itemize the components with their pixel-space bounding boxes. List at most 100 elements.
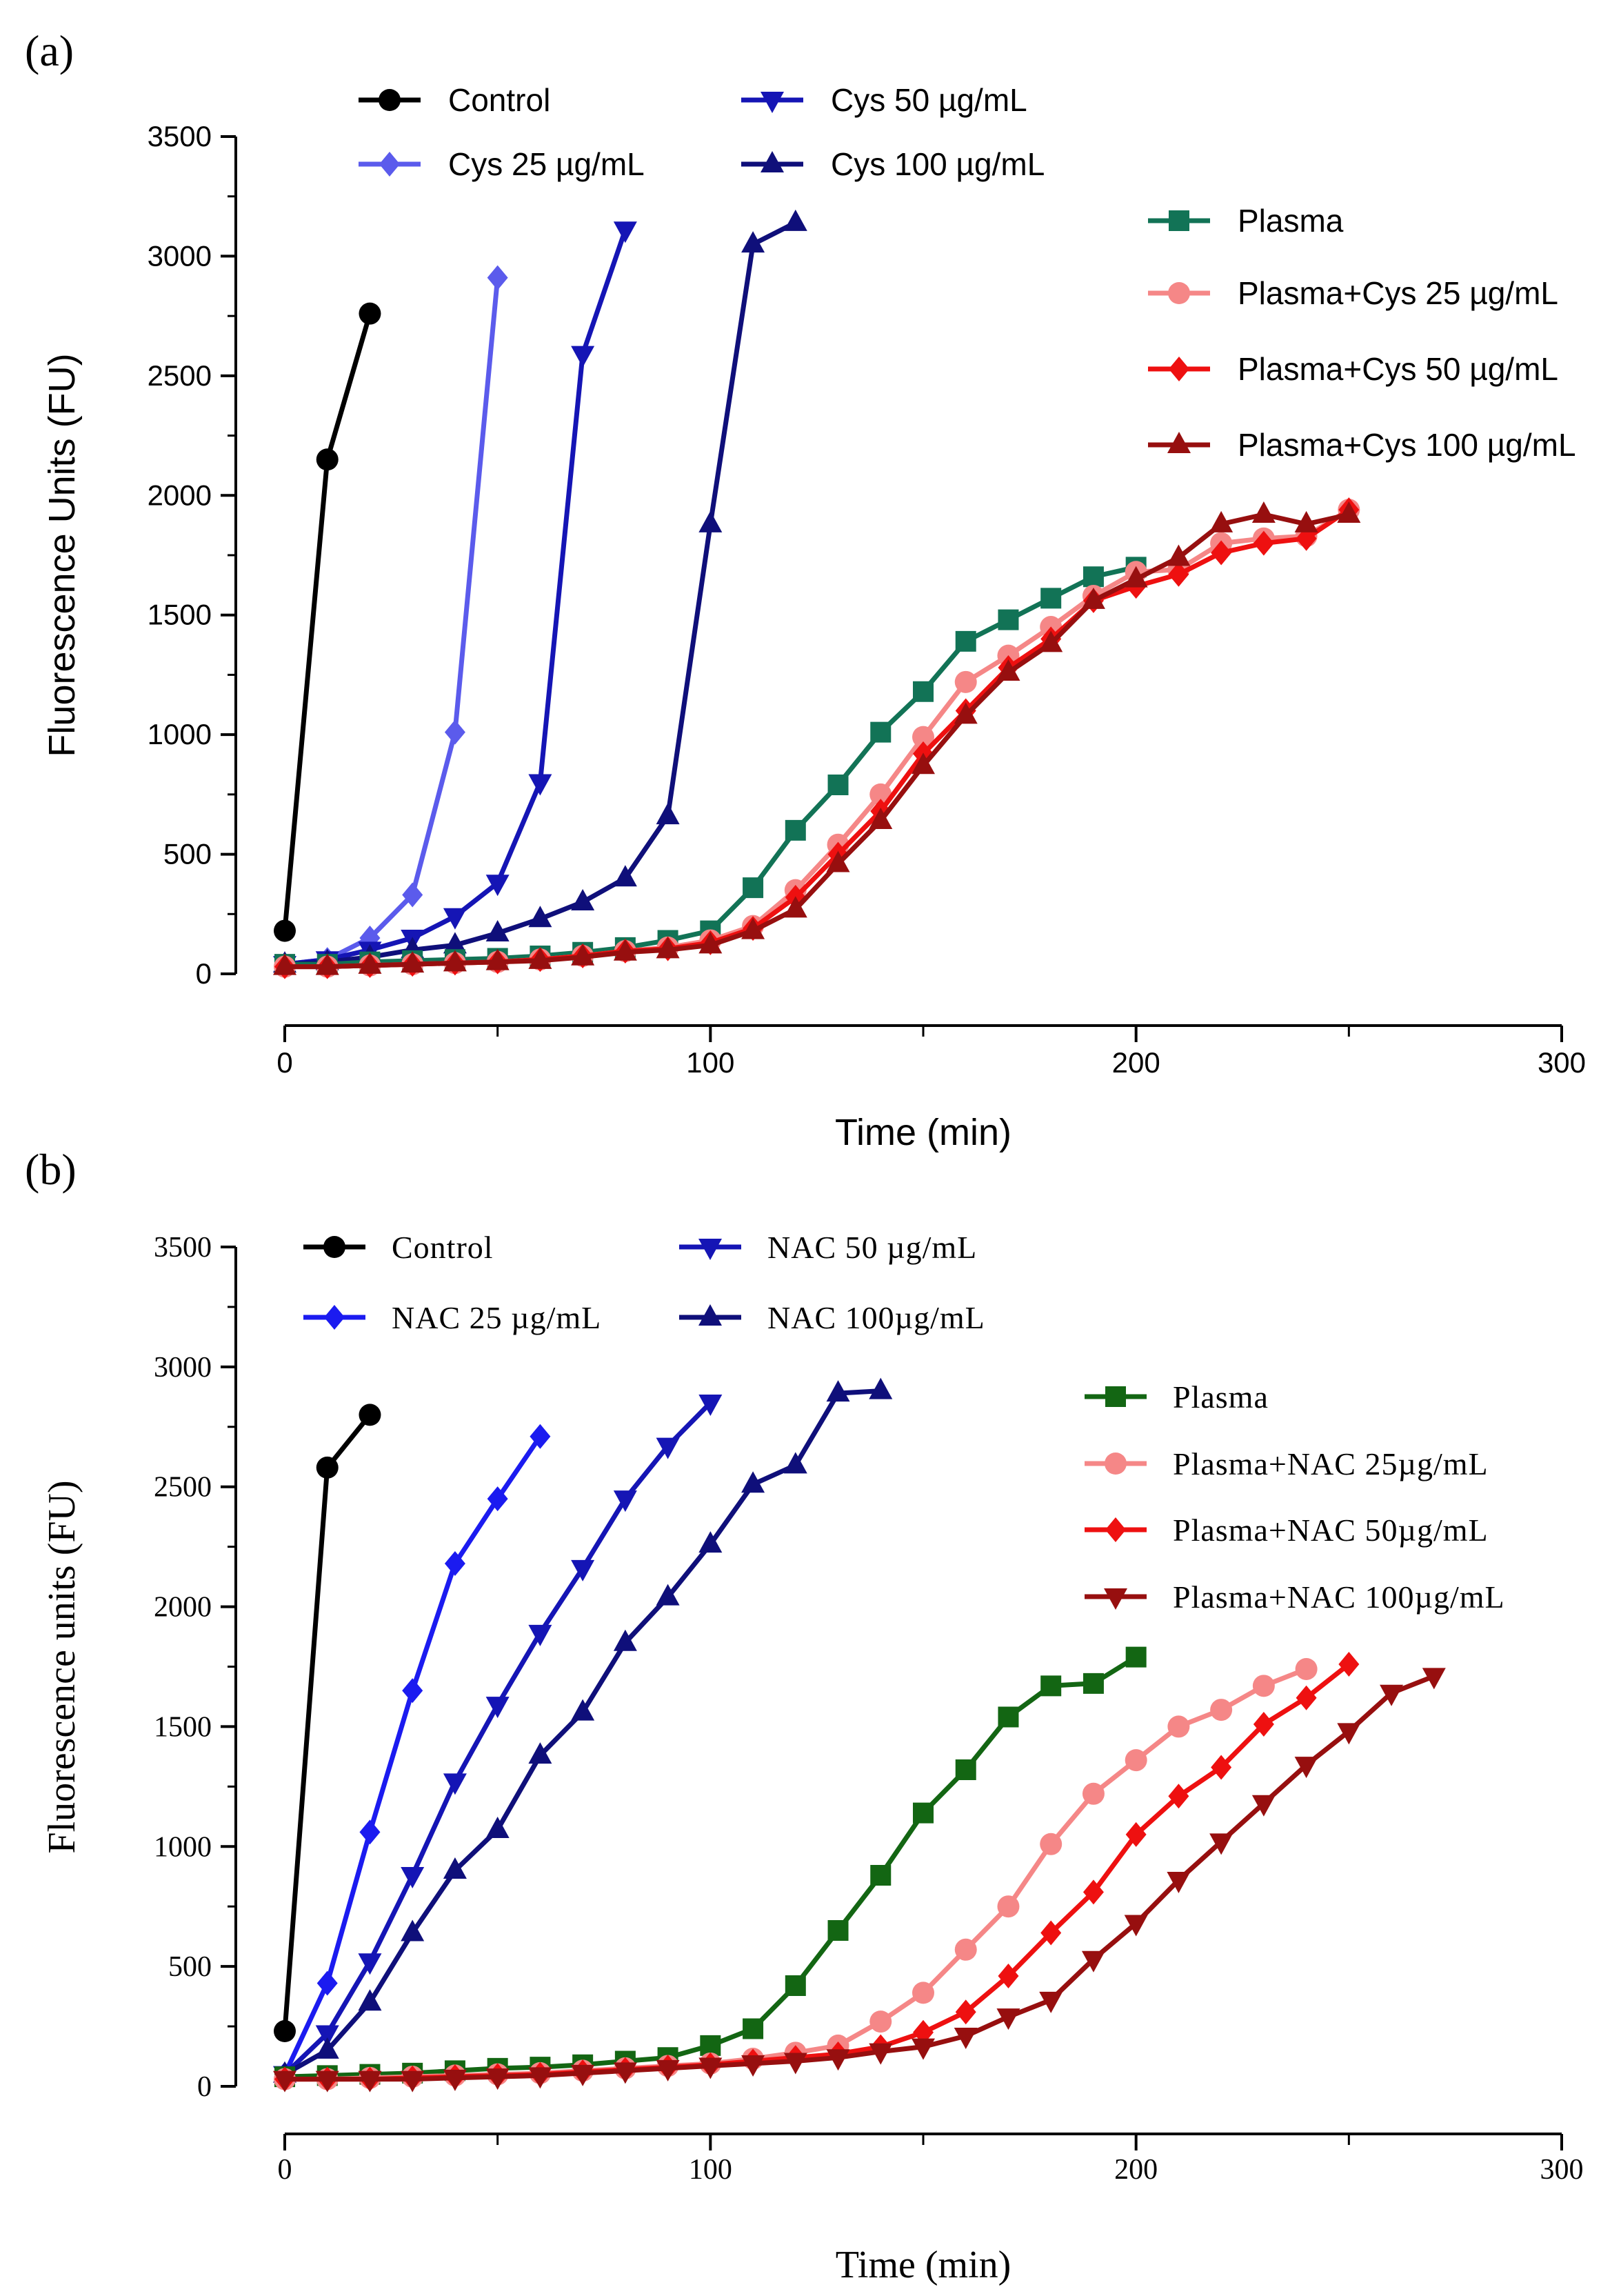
series-1 — [274, 302, 381, 942]
y-tick-label: 3000 — [154, 1352, 212, 1384]
series-8 — [273, 501, 1361, 975]
data-point — [444, 719, 465, 745]
data-point — [870, 721, 892, 743]
data-point — [1209, 1833, 1234, 1855]
legend-marker — [1104, 1588, 1127, 1610]
data-point — [571, 346, 595, 368]
x-tick-label: 300 — [1538, 1046, 1586, 1079]
x-tick-label: 100 — [689, 2154, 732, 2186]
legend-marker — [698, 1304, 722, 1326]
data-point — [487, 265, 508, 290]
data-point — [826, 2049, 850, 2071]
data-point — [656, 937, 680, 959]
data-point — [870, 1865, 892, 1886]
legend-item: Control — [359, 82, 550, 118]
data-point — [528, 906, 552, 928]
legend-label: NAC 50 µg/mL — [767, 1230, 977, 1265]
data-point — [698, 932, 723, 954]
legend-label: Plasma+Cys 25 µg/mL — [1238, 275, 1558, 311]
data-point — [1210, 1699, 1233, 1721]
data-point — [1125, 1821, 1147, 1847]
data-point — [571, 944, 595, 966]
y-tick-label: 3500 — [148, 120, 212, 152]
series-6 — [274, 499, 1360, 978]
series-line — [284, 220, 797, 967]
data-point — [571, 1559, 595, 1581]
legend-label: NAC 25 µg/mL — [392, 1300, 601, 1335]
legend-marker — [1105, 1453, 1127, 1475]
x-tick-label: 200 — [1114, 2154, 1158, 2186]
data-point — [955, 630, 976, 652]
series-line — [283, 1388, 881, 2077]
data-point — [401, 951, 425, 973]
data-point — [656, 2059, 680, 2082]
data-point — [741, 917, 765, 939]
x-axis-title: Time (min) — [836, 2244, 1011, 2286]
data-point — [783, 209, 807, 231]
y-tick-label: 3000 — [148, 239, 212, 272]
data-point — [1167, 544, 1191, 566]
data-point — [1040, 588, 1062, 609]
data-point — [869, 2043, 893, 2065]
series-4 — [273, 209, 807, 973]
data-point — [315, 2070, 339, 2093]
data-point — [1296, 1685, 1317, 1710]
data-point — [443, 932, 467, 954]
data-point — [998, 609, 1019, 630]
data-point — [1082, 1782, 1105, 1805]
data-point — [528, 774, 552, 796]
data-point — [316, 448, 339, 471]
data-point — [955, 1759, 976, 1781]
legend-marker — [761, 92, 784, 113]
data-point — [1167, 1871, 1191, 1893]
data-point — [613, 1629, 637, 1651]
data-point — [785, 819, 806, 841]
legend-label: Plasma+Cys 100 µg/mL — [1238, 427, 1576, 463]
panel-label: (a) — [25, 26, 74, 75]
legend-marker — [323, 1236, 345, 1258]
data-point — [485, 2068, 510, 2090]
series-line — [282, 1413, 372, 2032]
data-point — [359, 302, 381, 325]
data-point — [698, 510, 723, 532]
data-point — [443, 908, 467, 930]
data-point — [443, 1773, 467, 1795]
legend-marker — [324, 1305, 345, 1330]
legend-label: Plasma — [1173, 1379, 1269, 1415]
data-point — [274, 919, 296, 942]
data-point — [1124, 1915, 1148, 1937]
data-point — [1211, 540, 1232, 566]
legend-label: Plasma+NAC 25µg/mL — [1173, 1446, 1489, 1481]
data-point — [402, 1678, 423, 1704]
data-point — [485, 1697, 510, 1719]
data-point — [613, 865, 637, 887]
data-point — [827, 1919, 849, 1941]
legend-item: Plasma+Cys 100 µg/mL — [1148, 427, 1576, 463]
legend-marker — [1169, 210, 1189, 231]
data-point — [485, 948, 510, 970]
data-point — [613, 939, 637, 961]
legend-item: NAC 100µg/mL — [679, 1300, 985, 1335]
legend-item: Cys 100 µg/mL — [741, 146, 1045, 182]
data-point — [743, 877, 764, 899]
data-point — [827, 774, 849, 795]
data-point — [571, 1699, 595, 1721]
data-point — [1040, 1675, 1062, 1697]
data-point — [401, 2070, 425, 2093]
series-3 — [273, 1395, 723, 2088]
legend-marker — [1168, 282, 1190, 304]
y-tick-label: 0 — [196, 957, 212, 990]
y-tick-label: 1000 — [154, 1831, 212, 1863]
data-point — [530, 1424, 551, 1449]
data-point — [273, 953, 296, 975]
data-point — [613, 2062, 637, 2084]
data-point — [656, 1437, 680, 1459]
data-point — [912, 752, 935, 775]
legend-item: NAC 50 µg/mL — [679, 1230, 977, 1265]
x-tick-label: 0 — [278, 2154, 292, 2186]
data-point — [1295, 1657, 1318, 1680]
data-point — [869, 1377, 893, 1399]
y-tick-label: 2000 — [154, 1592, 212, 1624]
series-3 — [273, 221, 637, 978]
